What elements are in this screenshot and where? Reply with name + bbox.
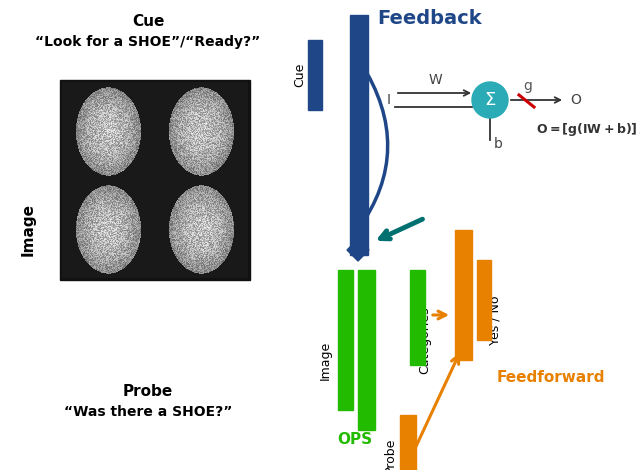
Circle shape [472,82,508,118]
Text: b: b [494,137,503,151]
Text: W: W [428,73,442,87]
Text: Probe: Probe [123,384,173,400]
Text: Feedforward: Feedforward [497,370,605,385]
Text: Feedback: Feedback [378,8,483,28]
Text: I: I [387,93,391,107]
Bar [455,230,472,360]
Text: OPS: OPS [337,432,372,447]
Text: O: O [570,93,581,107]
Text: Image: Image [20,204,35,257]
Text: Cue: Cue [132,15,164,30]
Text: Image: Image [319,340,332,380]
Bar [410,270,425,365]
Text: Cue: Cue [294,63,307,87]
Text: $\Sigma$: $\Sigma$ [484,91,496,109]
Text: Probe: Probe [383,437,397,470]
Polygon shape [347,239,369,261]
Text: $\mathbf{O = [g(IW+b)]_+}$: $\mathbf{O = [g(IW+b)]_+}$ [536,122,640,139]
Text: Categories: Categories [419,306,431,374]
Bar [358,270,375,430]
Text: “Look for a SHOE”/“Ready?”: “Look for a SHOE”/“Ready?” [35,35,260,49]
Bar [477,260,491,340]
Text: g: g [524,79,532,93]
Bar [60,80,250,280]
Bar [400,415,416,470]
Text: Yes / No: Yes / No [488,295,502,345]
Bar [350,15,368,255]
Bar [308,40,322,110]
Bar [338,270,353,410]
Text: “Was there a SHOE?”: “Was there a SHOE?” [64,405,232,419]
